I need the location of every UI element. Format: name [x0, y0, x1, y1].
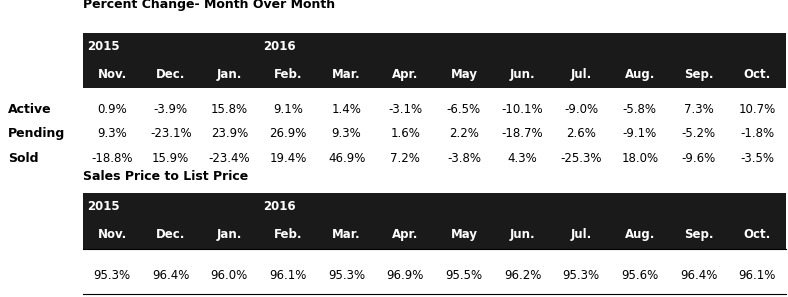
- Text: 46.9%: 46.9%: [328, 152, 366, 165]
- Text: -9.0%: -9.0%: [564, 103, 598, 116]
- Text: Mar.: Mar.: [333, 228, 361, 241]
- Text: -10.1%: -10.1%: [502, 103, 544, 116]
- Text: 96.1%: 96.1%: [738, 269, 776, 282]
- Text: -25.3%: -25.3%: [560, 152, 602, 165]
- Text: -3.1%: -3.1%: [388, 103, 422, 116]
- Text: Aug.: Aug.: [625, 68, 655, 81]
- Text: Oct.: Oct.: [744, 228, 771, 241]
- Text: 1.4%: 1.4%: [332, 103, 362, 116]
- Text: 26.9%: 26.9%: [269, 127, 307, 140]
- Text: -23.1%: -23.1%: [150, 127, 191, 140]
- Text: 23.9%: 23.9%: [210, 127, 248, 140]
- Text: 2.2%: 2.2%: [449, 127, 479, 140]
- FancyBboxPatch shape: [83, 61, 786, 88]
- Text: -3.9%: -3.9%: [154, 103, 188, 116]
- Text: 19.4%: 19.4%: [269, 152, 307, 165]
- Text: Oct.: Oct.: [744, 68, 771, 81]
- Text: -3.8%: -3.8%: [447, 152, 481, 165]
- Text: Apr.: Apr.: [392, 68, 418, 81]
- Text: 96.4%: 96.4%: [680, 269, 717, 282]
- Text: 95.6%: 95.6%: [621, 269, 659, 282]
- Text: 2015: 2015: [87, 40, 120, 53]
- Text: 96.4%: 96.4%: [152, 269, 189, 282]
- Text: Jun.: Jun.: [510, 68, 535, 81]
- Text: Percent Change- Month Over Month: Percent Change- Month Over Month: [83, 0, 335, 11]
- Text: Jul.: Jul.: [571, 228, 592, 241]
- Text: Dec.: Dec.: [156, 228, 185, 241]
- Text: 18.0%: 18.0%: [621, 152, 659, 165]
- Text: Feb.: Feb.: [273, 228, 303, 241]
- Text: May: May: [451, 228, 478, 241]
- Text: 9.3%: 9.3%: [332, 127, 362, 140]
- Text: 95.5%: 95.5%: [445, 269, 482, 282]
- Text: Dec.: Dec.: [156, 68, 185, 81]
- Text: 9.1%: 9.1%: [273, 103, 303, 116]
- Text: 7.2%: 7.2%: [390, 152, 420, 165]
- Text: 96.2%: 96.2%: [504, 269, 541, 282]
- Text: 95.3%: 95.3%: [328, 269, 365, 282]
- Text: May: May: [451, 68, 478, 81]
- FancyBboxPatch shape: [83, 33, 786, 61]
- Text: -23.4%: -23.4%: [209, 152, 250, 165]
- Text: 95.3%: 95.3%: [563, 269, 600, 282]
- Text: -5.2%: -5.2%: [682, 127, 716, 140]
- Text: 96.1%: 96.1%: [269, 269, 307, 282]
- Text: 1.6%: 1.6%: [390, 127, 420, 140]
- Text: -3.5%: -3.5%: [740, 152, 774, 165]
- Text: Nov.: Nov.: [98, 68, 127, 81]
- Text: Jan.: Jan.: [217, 68, 242, 81]
- Text: 2015: 2015: [87, 200, 120, 213]
- Text: 2016: 2016: [263, 200, 296, 213]
- Text: Nov.: Nov.: [98, 228, 127, 241]
- Text: 15.9%: 15.9%: [152, 152, 189, 165]
- Text: Sep.: Sep.: [684, 68, 713, 81]
- Text: Jul.: Jul.: [571, 68, 592, 81]
- Text: -18.8%: -18.8%: [91, 152, 133, 165]
- Text: Aug.: Aug.: [625, 228, 655, 241]
- Text: 2016: 2016: [263, 40, 296, 53]
- Text: Active: Active: [8, 103, 51, 116]
- Text: 9.3%: 9.3%: [97, 127, 127, 140]
- Text: -1.8%: -1.8%: [740, 127, 774, 140]
- Text: 7.3%: 7.3%: [683, 103, 713, 116]
- Text: 2.6%: 2.6%: [567, 127, 596, 140]
- Text: 96.0%: 96.0%: [210, 269, 248, 282]
- FancyBboxPatch shape: [83, 219, 786, 249]
- Text: -6.5%: -6.5%: [447, 103, 481, 116]
- Text: 15.8%: 15.8%: [210, 103, 248, 116]
- Text: Jan.: Jan.: [217, 228, 242, 241]
- Text: -18.7%: -18.7%: [502, 127, 544, 140]
- Text: Sold: Sold: [8, 152, 39, 165]
- Text: 0.9%: 0.9%: [97, 103, 127, 116]
- Text: 10.7%: 10.7%: [738, 103, 775, 116]
- Text: 95.3%: 95.3%: [94, 269, 131, 282]
- Text: -5.8%: -5.8%: [623, 103, 657, 116]
- Text: 96.9%: 96.9%: [387, 269, 424, 282]
- Text: Mar.: Mar.: [333, 68, 361, 81]
- Text: -9.1%: -9.1%: [623, 127, 657, 140]
- Text: Sep.: Sep.: [684, 228, 713, 241]
- Text: Jun.: Jun.: [510, 228, 535, 241]
- Text: Pending: Pending: [8, 127, 65, 140]
- Text: Feb.: Feb.: [273, 68, 303, 81]
- Text: Apr.: Apr.: [392, 228, 418, 241]
- Text: Sales Price to List Price: Sales Price to List Price: [83, 170, 248, 183]
- Text: -9.6%: -9.6%: [682, 152, 716, 165]
- Text: 4.3%: 4.3%: [507, 152, 537, 165]
- FancyBboxPatch shape: [83, 193, 786, 219]
